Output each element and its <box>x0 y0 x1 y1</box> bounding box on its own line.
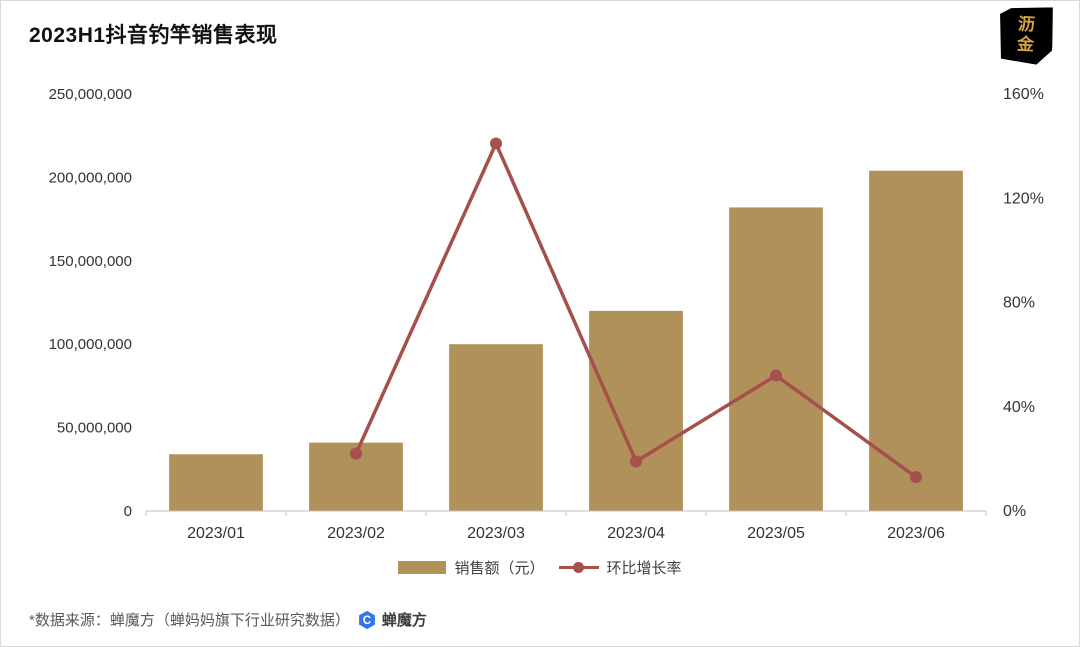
y-axis-right-tick-label: 80% <box>1003 295 1035 312</box>
sales-bar-swatch-icon <box>398 561 447 574</box>
x-axis-label-2023/02: 2023/02 <box>327 525 385 542</box>
data-source-text: *数据来源：蝉魔方（蝉妈妈旗下行业研究数据） <box>29 612 350 629</box>
growth-line-swatch-icon <box>558 561 599 574</box>
legend-label-growth: 环比增长率 <box>606 560 682 577</box>
sales-bar-2023/05 <box>729 207 823 511</box>
chanmofang-brand-name: 蝉魔方 <box>381 612 427 629</box>
x-axis-label-2023/01: 2023/01 <box>187 525 245 542</box>
data-source-footer: *数据来源：蝉魔方（蝉妈妈旗下行业研究数据） C 蝉魔方 <box>29 609 427 630</box>
legend-item-growth: 环比增长率 <box>558 557 682 578</box>
y-axis-left-tick-label: 200,000,000 <box>49 169 132 186</box>
y-axis-right-tick-label: 40% <box>1003 399 1035 416</box>
growth-point-2023/02 <box>350 447 362 460</box>
y-axis-right-tick-label: 120% <box>1003 190 1044 207</box>
sales-bar-2023/03 <box>449 344 543 511</box>
x-axis-label-2023/04: 2023/04 <box>607 525 665 542</box>
chart-legend: 销售额（元） 环比增长率 <box>1 557 1079 578</box>
y-axis-left-tick-label: 50,000,000 <box>57 420 132 437</box>
sales-bar-2023/06 <box>869 170 963 511</box>
chanmofang-brand: C 蝉魔方 <box>357 609 427 630</box>
y-axis-left-tick-label: 250,000,000 <box>49 86 132 103</box>
legend-item-sales: 销售额（元） <box>398 557 545 578</box>
y-axis-left-tick-label: 150,000,000 <box>49 253 132 270</box>
sales-bar-2023/04 <box>589 310 683 511</box>
growth-point-2023/04 <box>630 455 642 468</box>
svg-text:C: C <box>363 614 372 627</box>
x-axis-label-2023/03: 2023/03 <box>467 525 525 542</box>
growth-point-2023/03 <box>490 137 502 150</box>
x-axis-label-2023/05: 2023/05 <box>747 525 805 542</box>
legend-label-sales: 销售额（元） <box>454 560 545 577</box>
chanmofang-logo-icon: C <box>358 610 375 629</box>
growth-point-2023/06 <box>910 471 922 484</box>
y-axis-right-tick-label: 0% <box>1003 503 1026 520</box>
y-axis-left-tick-label: 0 <box>124 503 132 520</box>
growth-point-2023/05 <box>770 369 782 382</box>
x-axis-label-2023/06: 2023/06 <box>887 525 945 542</box>
y-axis-right-tick-label: 160% <box>1003 86 1044 103</box>
page-title: 2023H1抖音钓竿销售表现 <box>29 24 278 47</box>
sales-bar-2023/01 <box>169 454 263 511</box>
y-axis-left-tick-label: 100,000,000 <box>49 336 132 353</box>
